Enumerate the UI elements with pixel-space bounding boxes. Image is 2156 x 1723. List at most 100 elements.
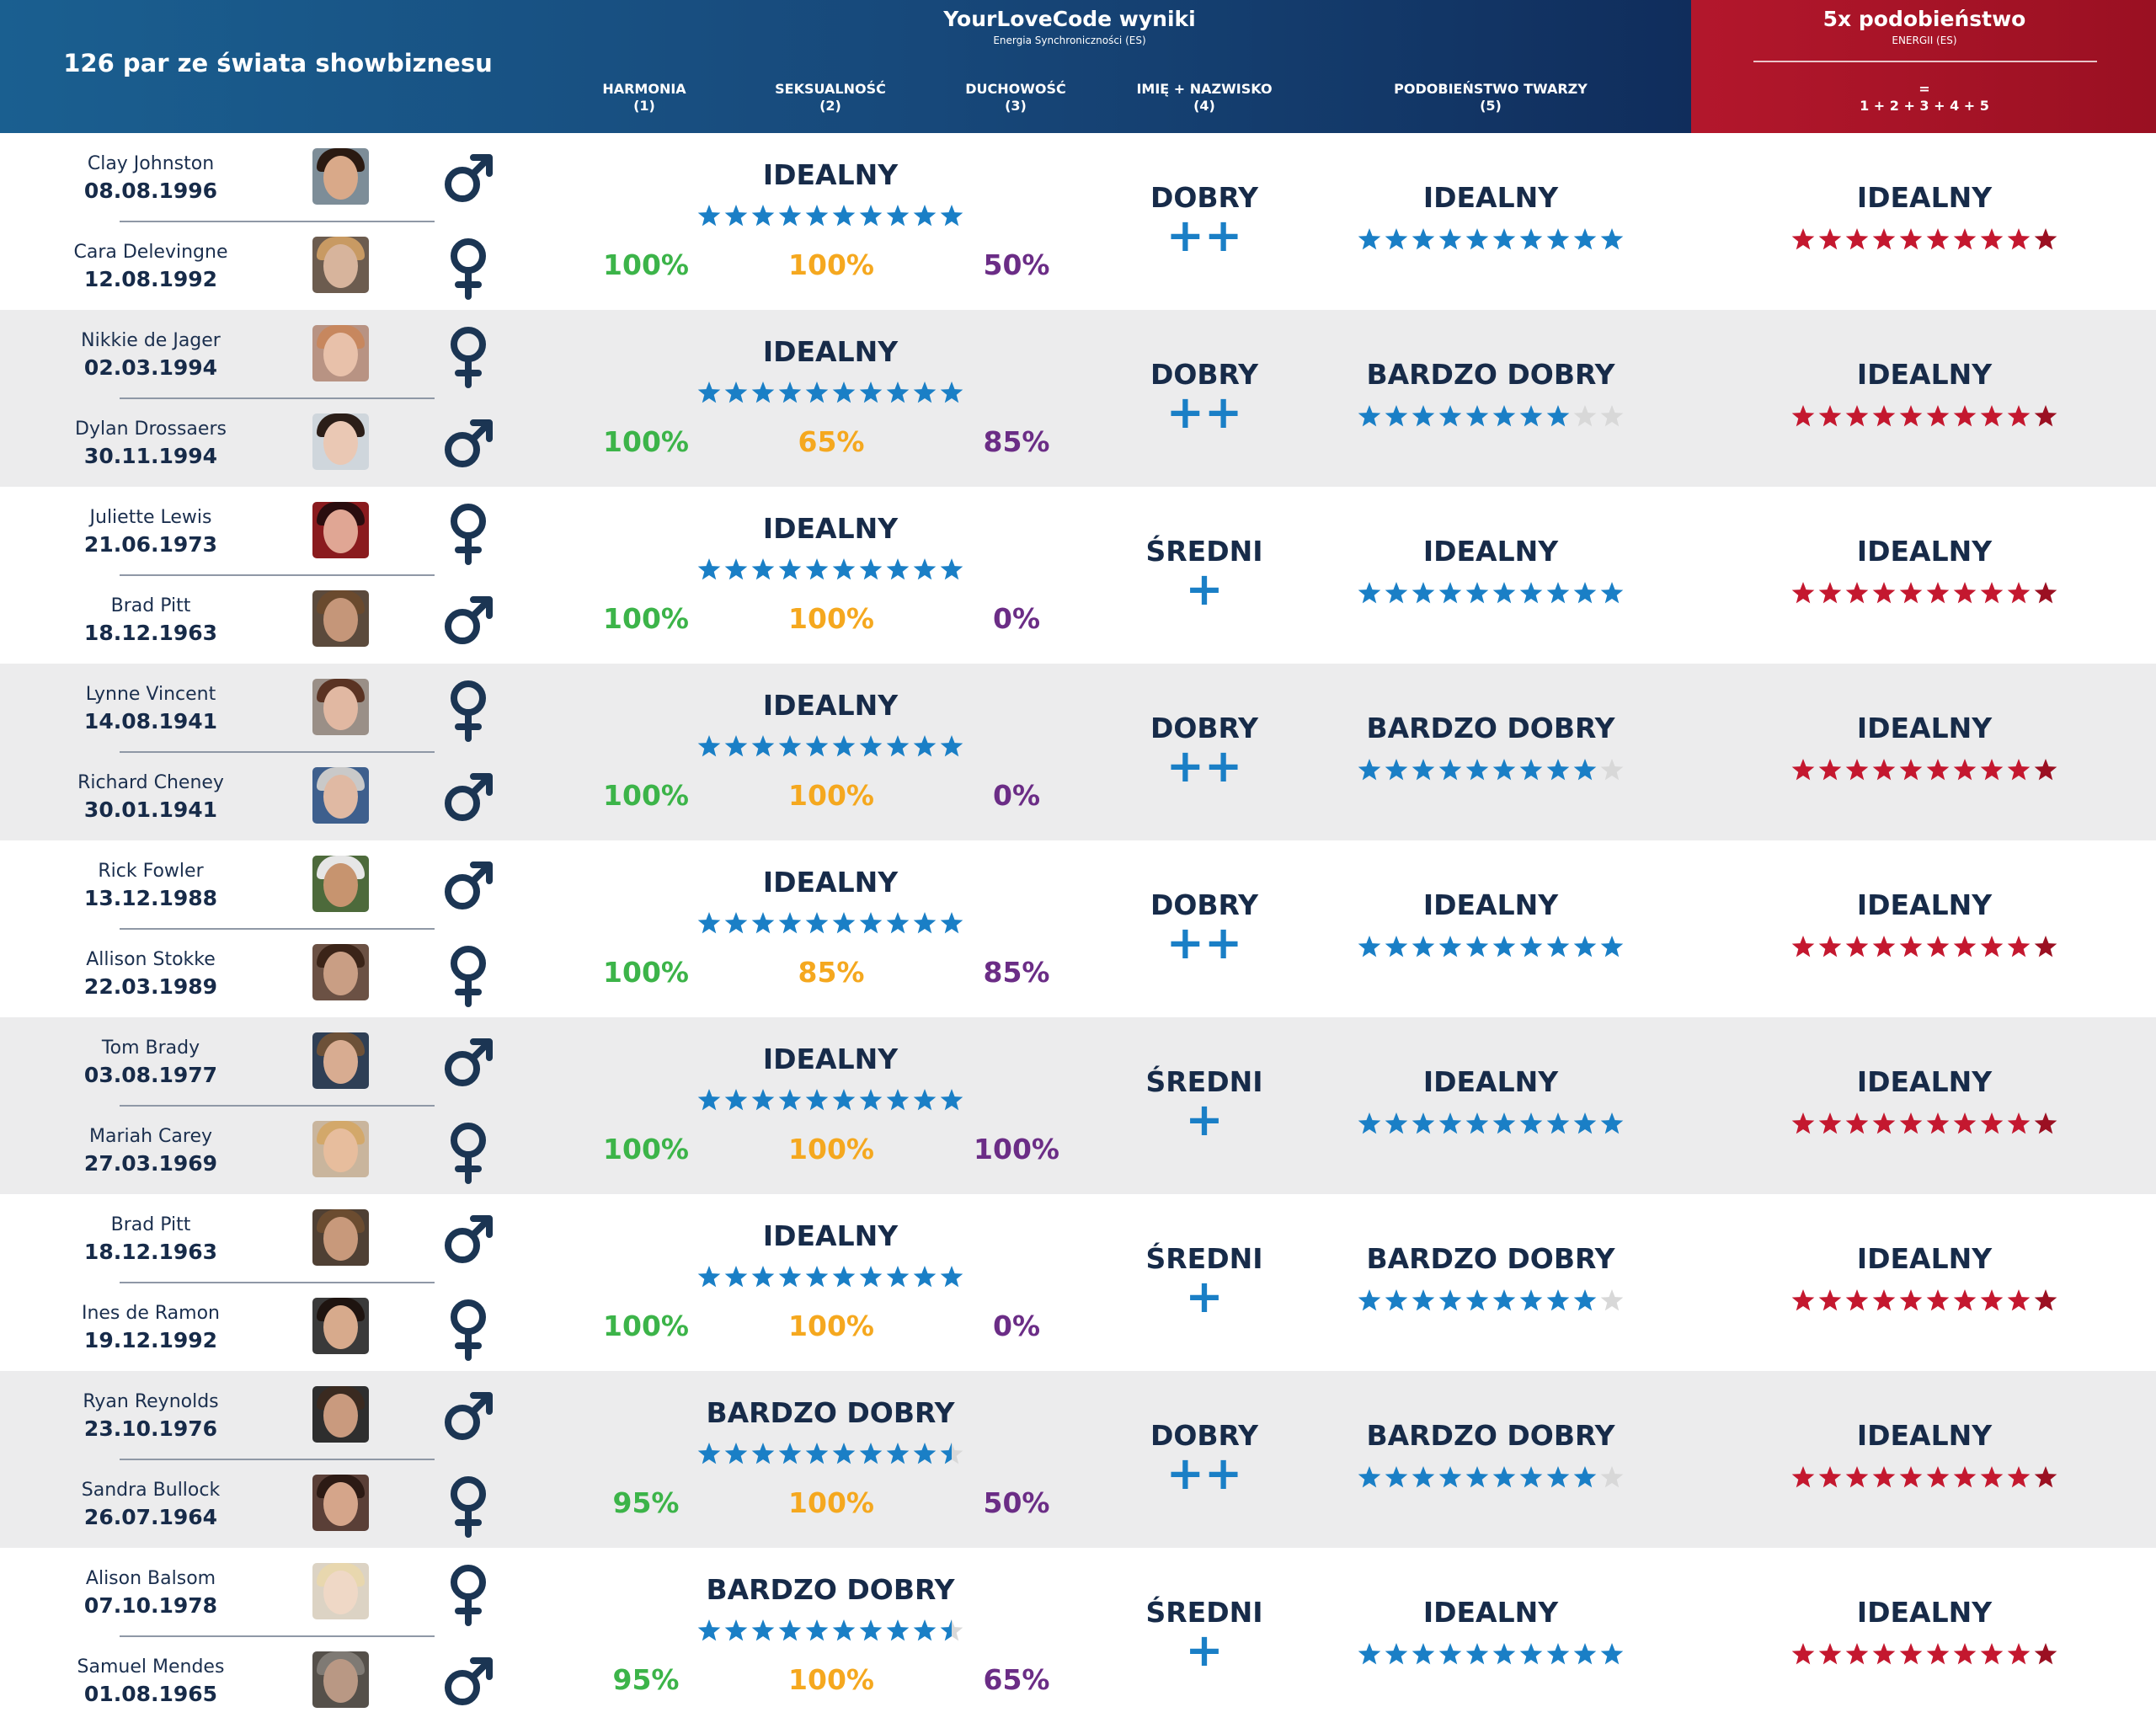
duchowosc-percent: 85% bbox=[983, 956, 1050, 989]
photo-face bbox=[323, 421, 358, 465]
star-icon bbox=[1818, 1643, 1842, 1665]
star-icon bbox=[1980, 582, 2004, 604]
page-title: 126 par ze świata showbiznesu bbox=[63, 49, 493, 77]
star-icon bbox=[940, 205, 963, 227]
person-photo bbox=[312, 1032, 369, 1089]
es-stars bbox=[696, 205, 965, 228]
es-stars-graphic bbox=[697, 205, 963, 227]
star-icon bbox=[2034, 1466, 2057, 1488]
face-rating: IDEALNY bbox=[1422, 1065, 1559, 1098]
star-icon bbox=[1438, 1466, 1462, 1488]
star-icon bbox=[1492, 228, 1516, 250]
person-photo bbox=[312, 237, 369, 293]
star-icon bbox=[886, 735, 910, 757]
person-name: Lynne Vincent bbox=[85, 684, 216, 705]
pair-divider bbox=[120, 221, 435, 222]
star-icon bbox=[832, 1266, 856, 1288]
star-icon bbox=[1492, 936, 1516, 958]
star-icon bbox=[1358, 405, 1381, 427]
total-rating: IDEALNY bbox=[1856, 712, 1993, 744]
person-birthdate: 18.12.1963 bbox=[83, 1240, 218, 1264]
harmonia-percent: 100% bbox=[603, 1133, 689, 1166]
star-empty-icon bbox=[1600, 405, 1624, 427]
star-icon bbox=[1980, 1289, 2004, 1311]
star-icon bbox=[913, 1619, 937, 1641]
star-icon bbox=[1791, 1289, 1815, 1311]
name-plus-indicator: ++ bbox=[1166, 739, 1243, 792]
star-icon bbox=[1953, 582, 1977, 604]
star-icon bbox=[1519, 405, 1543, 427]
star-icon bbox=[940, 558, 963, 580]
star-icon bbox=[1899, 582, 1923, 604]
star-icon bbox=[1818, 1466, 1842, 1488]
star-icon bbox=[778, 1089, 802, 1111]
es-rating: IDEALNY bbox=[762, 158, 899, 191]
male-symbol-graphic bbox=[445, 773, 493, 821]
pair-row: Brad Pitt 18.12.1963 Ines de Ramon 19.12.1… bbox=[0, 1194, 2156, 1371]
person-photo bbox=[312, 1209, 369, 1266]
name-rating: DOBRY bbox=[1150, 712, 1259, 744]
star-icon bbox=[805, 205, 829, 227]
photo-face bbox=[323, 1571, 358, 1614]
star-icon bbox=[1899, 1643, 1923, 1665]
star-icon bbox=[1573, 228, 1597, 250]
star-icon bbox=[724, 558, 748, 580]
star-icon bbox=[697, 1619, 721, 1641]
star-icon bbox=[724, 912, 748, 934]
star-icon bbox=[1385, 1289, 1408, 1311]
photo-face bbox=[323, 952, 358, 995]
female-symbol-graphic bbox=[451, 504, 486, 565]
male-symbol-graphic bbox=[445, 154, 493, 202]
total-stars bbox=[1790, 582, 2059, 605]
duchowosc-percent: 50% bbox=[983, 1486, 1050, 1519]
star-icon bbox=[859, 735, 883, 757]
es-stars bbox=[696, 1266, 965, 1289]
star-icon bbox=[1600, 1112, 1624, 1134]
female-icon bbox=[435, 233, 502, 301]
es-stars-graphic bbox=[697, 912, 963, 934]
star-icon bbox=[940, 735, 963, 757]
star-icon bbox=[1412, 1643, 1435, 1665]
photo-face bbox=[323, 244, 358, 288]
name-rating: ŚREDNI bbox=[1145, 1065, 1263, 1098]
column-header-podobienstwo-twarzy: PODOBIEŃSTWO TWARZY (5) bbox=[1339, 81, 1642, 115]
star-icon bbox=[751, 381, 775, 403]
es-stars bbox=[696, 735, 965, 759]
star-icon bbox=[805, 558, 829, 580]
person-name: Dylan Drossaers bbox=[75, 419, 227, 440]
header-red-panel bbox=[1691, 0, 2156, 133]
name-plus-indicator: ++ bbox=[1166, 1447, 1243, 1500]
star-icon bbox=[2034, 759, 2057, 781]
star-icon bbox=[1385, 1466, 1408, 1488]
star-icon bbox=[2034, 228, 2057, 250]
seksualnosc-percent: 100% bbox=[788, 1310, 874, 1342]
face-stars-graphic bbox=[1358, 1466, 1624, 1488]
star-icon bbox=[1546, 405, 1570, 427]
star-icon bbox=[805, 912, 829, 934]
male-icon bbox=[435, 1029, 502, 1096]
star-icon bbox=[778, 735, 802, 757]
star-icon bbox=[1600, 936, 1624, 958]
star-icon bbox=[1953, 936, 1977, 958]
face-stars-graphic bbox=[1358, 1643, 1624, 1665]
photo-face bbox=[323, 333, 358, 376]
es-stars-graphic bbox=[697, 381, 963, 403]
male-symbol-graphic bbox=[445, 419, 493, 467]
summary-formula-text: 1 + 2 + 3 + 4 + 5 bbox=[1860, 98, 1989, 114]
column-header-number: (3) bbox=[1005, 98, 1027, 114]
total-stars-graphic bbox=[1791, 759, 2057, 781]
face-stars bbox=[1356, 759, 1625, 782]
star-icon bbox=[1872, 936, 1896, 958]
person-name: Nikkie de Jager bbox=[81, 330, 221, 351]
star-icon bbox=[1412, 228, 1435, 250]
summary-subtitle: ENERGII (ES) bbox=[1892, 35, 1957, 46]
photo-face bbox=[323, 1305, 358, 1349]
star-icon bbox=[1573, 759, 1597, 781]
star-icon bbox=[1600, 228, 1624, 250]
person-birthdate: 22.03.1989 bbox=[83, 974, 218, 999]
star-icon bbox=[724, 205, 748, 227]
photo-face bbox=[323, 1040, 358, 1084]
star-icon bbox=[1872, 1466, 1896, 1488]
star-icon bbox=[1519, 1643, 1543, 1665]
star-icon bbox=[913, 1089, 937, 1111]
